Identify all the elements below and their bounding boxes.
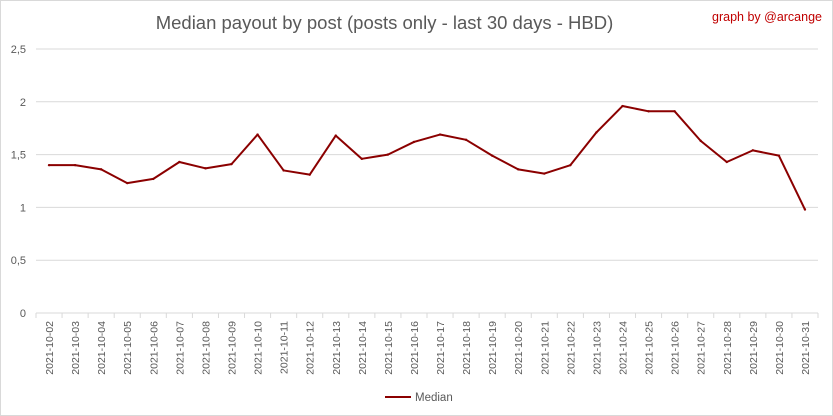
data-point — [621, 104, 624, 108]
x-tick-label: 2021-10-04 — [96, 321, 108, 375]
data-point — [725, 160, 728, 164]
data-point — [673, 110, 676, 113]
x-tick-label: 2021-10-19 — [487, 321, 499, 375]
data-point — [543, 172, 546, 175]
x-tick-label: 2021-10-09 — [227, 321, 239, 375]
x-tick-label: 2021-10-28 — [722, 321, 734, 375]
x-tick-label: 2021-10-14 — [357, 321, 369, 375]
y-tick-label: 0,5 — [11, 255, 26, 267]
x-tick-label: 2021-10-15 — [383, 321, 395, 375]
x-tick-label: 2021-10-20 — [513, 321, 525, 375]
data-point — [595, 131, 598, 134]
data-point — [256, 133, 259, 136]
data-point — [699, 139, 702, 143]
x-tick-label: 2021-10-06 — [148, 321, 160, 375]
y-tick-label: 2 — [20, 97, 26, 109]
x-tick-label: 2021-10-21 — [539, 321, 551, 375]
x-tick-label: 2021-10-03 — [70, 321, 82, 375]
x-tick-label: 2021-10-07 — [174, 321, 186, 375]
data-point — [569, 163, 572, 167]
x-tick-label: 2021-10-08 — [200, 321, 212, 375]
x-tick-label: 2021-10-24 — [618, 321, 630, 375]
data-point — [178, 160, 181, 164]
x-tick-label: 2021-10-10 — [253, 321, 265, 375]
x-tick-label: 2021-10-22 — [565, 321, 577, 375]
series-line-median — [49, 105, 806, 210]
data-point — [803, 208, 807, 211]
data-point — [647, 110, 650, 113]
data-point — [438, 133, 442, 136]
x-tick-label: 2021-10-25 — [644, 321, 656, 375]
x-tick-label: 2021-10-16 — [409, 321, 421, 375]
data-point — [360, 157, 364, 161]
x-tick-label: 2021-10-18 — [461, 321, 473, 375]
data-point — [230, 162, 233, 166]
data-point — [282, 169, 285, 172]
x-tick-label: 2021-10-11 — [279, 321, 291, 374]
credit-label: graph by @arcange — [712, 10, 822, 24]
x-tick-label: 2021-10-05 — [122, 321, 134, 375]
x-tick-label: 2021-10-31 — [800, 321, 812, 375]
data-point — [152, 177, 155, 181]
x-tick-label: 2021-10-02 — [44, 321, 56, 375]
y-tick-label: 2,5 — [11, 44, 26, 56]
y-tick-label: 1 — [20, 202, 26, 214]
x-tick-label: 2021-10-23 — [591, 321, 603, 375]
legend-label: Median — [415, 392, 453, 404]
x-tick-label: 2021-10-27 — [696, 321, 708, 375]
data-point — [490, 154, 494, 157]
data-point — [412, 140, 416, 144]
y-tick-label: 0 — [20, 308, 26, 320]
data-point — [517, 168, 520, 171]
chart-title: Median payout by post (posts only - last… — [155, 12, 614, 33]
x-tick-label: 2021-10-29 — [748, 321, 760, 375]
data-point — [777, 154, 781, 157]
data-point — [751, 149, 755, 152]
data-point — [126, 181, 129, 185]
y-tick-label: 1,5 — [11, 150, 26, 162]
x-tick-label: 2021-10-30 — [774, 321, 786, 375]
x-tick-label: 2021-10-17 — [435, 321, 447, 375]
x-tick-label: 2021-10-13 — [331, 321, 343, 375]
data-point — [308, 173, 311, 176]
x-tick-label: 2021-10-12 — [305, 321, 317, 375]
data-point — [73, 163, 77, 167]
data-point — [47, 163, 51, 167]
data-point — [334, 134, 337, 137]
data-point — [99, 168, 103, 171]
x-tick-label: 2021-10-26 — [670, 321, 682, 375]
data-point — [464, 138, 468, 142]
data-point — [204, 167, 207, 170]
data-point — [386, 153, 390, 156]
